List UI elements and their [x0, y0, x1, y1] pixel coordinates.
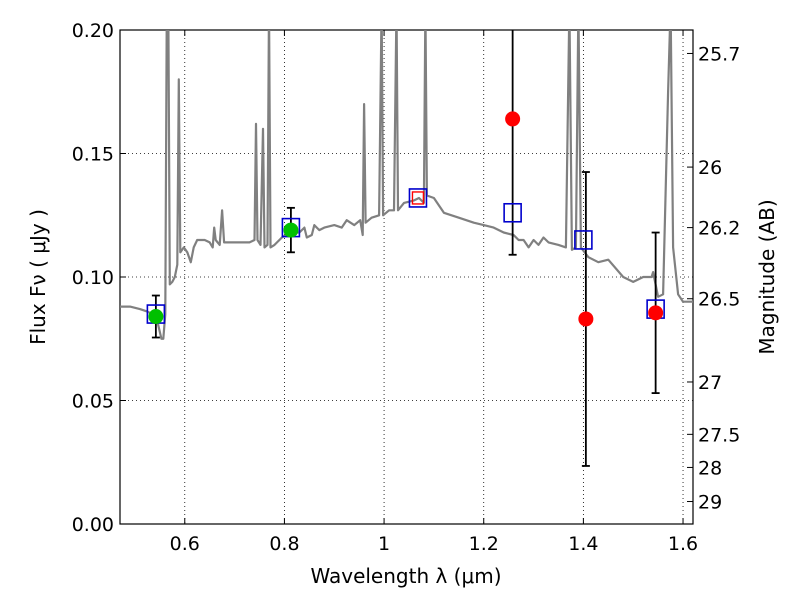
- model-spectrum-line: [120, 30, 693, 340]
- y2-tick-label: 26.2: [698, 218, 740, 240]
- marker-layer: [146, 111, 665, 327]
- y2-tick-label: 29: [698, 492, 722, 514]
- y2-tick-label: 25.7: [698, 43, 740, 65]
- y2-tick-label: 28: [698, 457, 722, 479]
- observed-flux-point: [505, 111, 521, 127]
- observed-flux-point: [578, 311, 594, 327]
- y2-tick-label: 27: [698, 372, 722, 394]
- observed-flux-point: [148, 309, 164, 325]
- y2-tick-label: 27.5: [698, 424, 740, 446]
- plot-area-frame: [119, 29, 694, 525]
- x-tick-label: 1.4: [568, 533, 598, 555]
- y-tick-label: 0.05: [72, 391, 114, 413]
- y2-axis-label: Magnitude (AB): [755, 199, 779, 354]
- observed-flux-point: [648, 305, 664, 321]
- x-axis-label: Wavelength λ (μm): [310, 564, 501, 588]
- model-spectrum-layer: [120, 30, 693, 340]
- y-axis-label: Flux Fν ( μJy ): [26, 209, 50, 345]
- model-magnitude-square: [408, 188, 428, 208]
- y-tick-label: 0.20: [72, 20, 114, 42]
- model-magnitude-square: [503, 202, 522, 223]
- observed-flux-point: [283, 222, 299, 238]
- y2-tick-label: 26: [698, 157, 722, 179]
- y2-tick-label: 26.5: [698, 289, 740, 311]
- y-tick-label: 0.15: [72, 144, 114, 166]
- x-tick-label: 1.6: [668, 533, 698, 555]
- errorbar-layer: [151, 30, 660, 467]
- observed-flux-square: [411, 191, 425, 205]
- x-tick-label: 0.8: [269, 533, 299, 555]
- grid-lines: [120, 29, 693, 525]
- axis-ticks: 0.6 0.8 1 1.2 1.4 1.6 0.00 0.05 0.10 0.15 0.20 25.7…: [72, 20, 741, 555]
- x-tick-label: 0.6: [170, 533, 200, 555]
- model-magnitude-square: [574, 230, 593, 250]
- y-tick-label: 0.00: [72, 514, 114, 536]
- y-tick-label: 0.10: [72, 267, 114, 289]
- x-tick-label: 1: [378, 533, 390, 555]
- plot-content: [120, 30, 693, 467]
- x-tick-label: 1.2: [469, 533, 499, 555]
